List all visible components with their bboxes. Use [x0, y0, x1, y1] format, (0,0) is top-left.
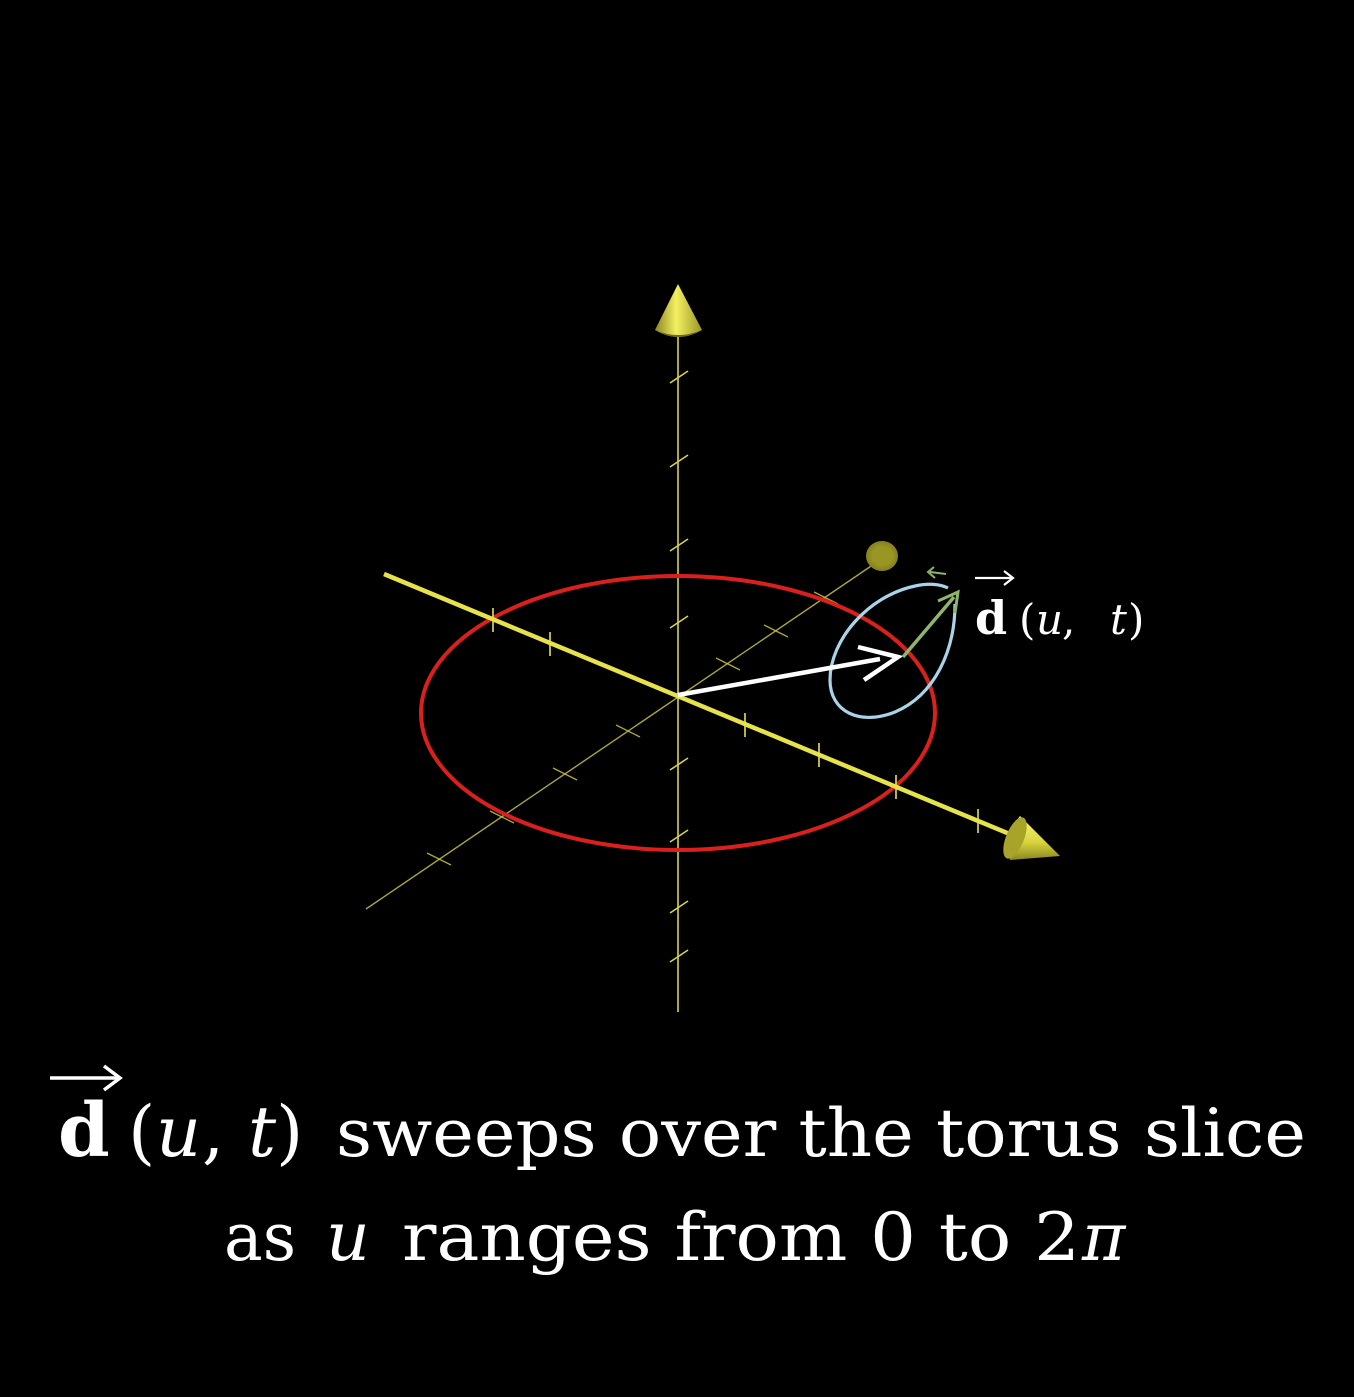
caption-rest: sweeps over the torus slice [336, 1095, 1306, 1172]
caption-u-2: u [326, 1198, 370, 1277]
caption-as: as [224, 1199, 296, 1276]
d-vector-label: d ( u , t ) [975, 570, 1144, 645]
center-vector-arrow [677, 644, 904, 698]
d-vector-arrow [901, 589, 960, 659]
vertical-axis [655, 284, 702, 1012]
caption-pi: π [1081, 1199, 1127, 1276]
caption-close-paren: ) [276, 1091, 303, 1173]
d-vector-label-t: t [1110, 595, 1127, 644]
caption-open-paren: ( [128, 1091, 155, 1173]
torus-slice-circle [828, 566, 957, 720]
torus-center-circle [419, 574, 937, 852]
depth-axis-arrowhead [866, 541, 898, 571]
depth-axis [365, 541, 898, 910]
horizontal-axis [383, 571, 1060, 860]
caption-line-1: d ( u , t ) sweeps over the torus slice [50, 1064, 1306, 1174]
caption-line-2: as u ranges from 0 to 2 π [224, 1198, 1127, 1277]
d-vector-label-u: u [1036, 595, 1063, 644]
caption-comma: , [202, 1091, 224, 1173]
caption-u: u [156, 1091, 201, 1173]
d-vector-label-close-paren: ) [1128, 595, 1144, 644]
d-vector-label-open-paren: ( [1019, 595, 1035, 644]
caption-d-symbol: d [58, 1088, 110, 1174]
horizontal-axis-arrowhead [1003, 816, 1060, 860]
caption-middle: ranges from 0 to 2 [402, 1199, 1080, 1276]
vertical-axis-arrowhead [655, 284, 702, 337]
d-vector-label-comma: , [1062, 595, 1075, 644]
caption-t: t [248, 1091, 277, 1173]
d-vector-label-symbol: d [975, 591, 1007, 645]
